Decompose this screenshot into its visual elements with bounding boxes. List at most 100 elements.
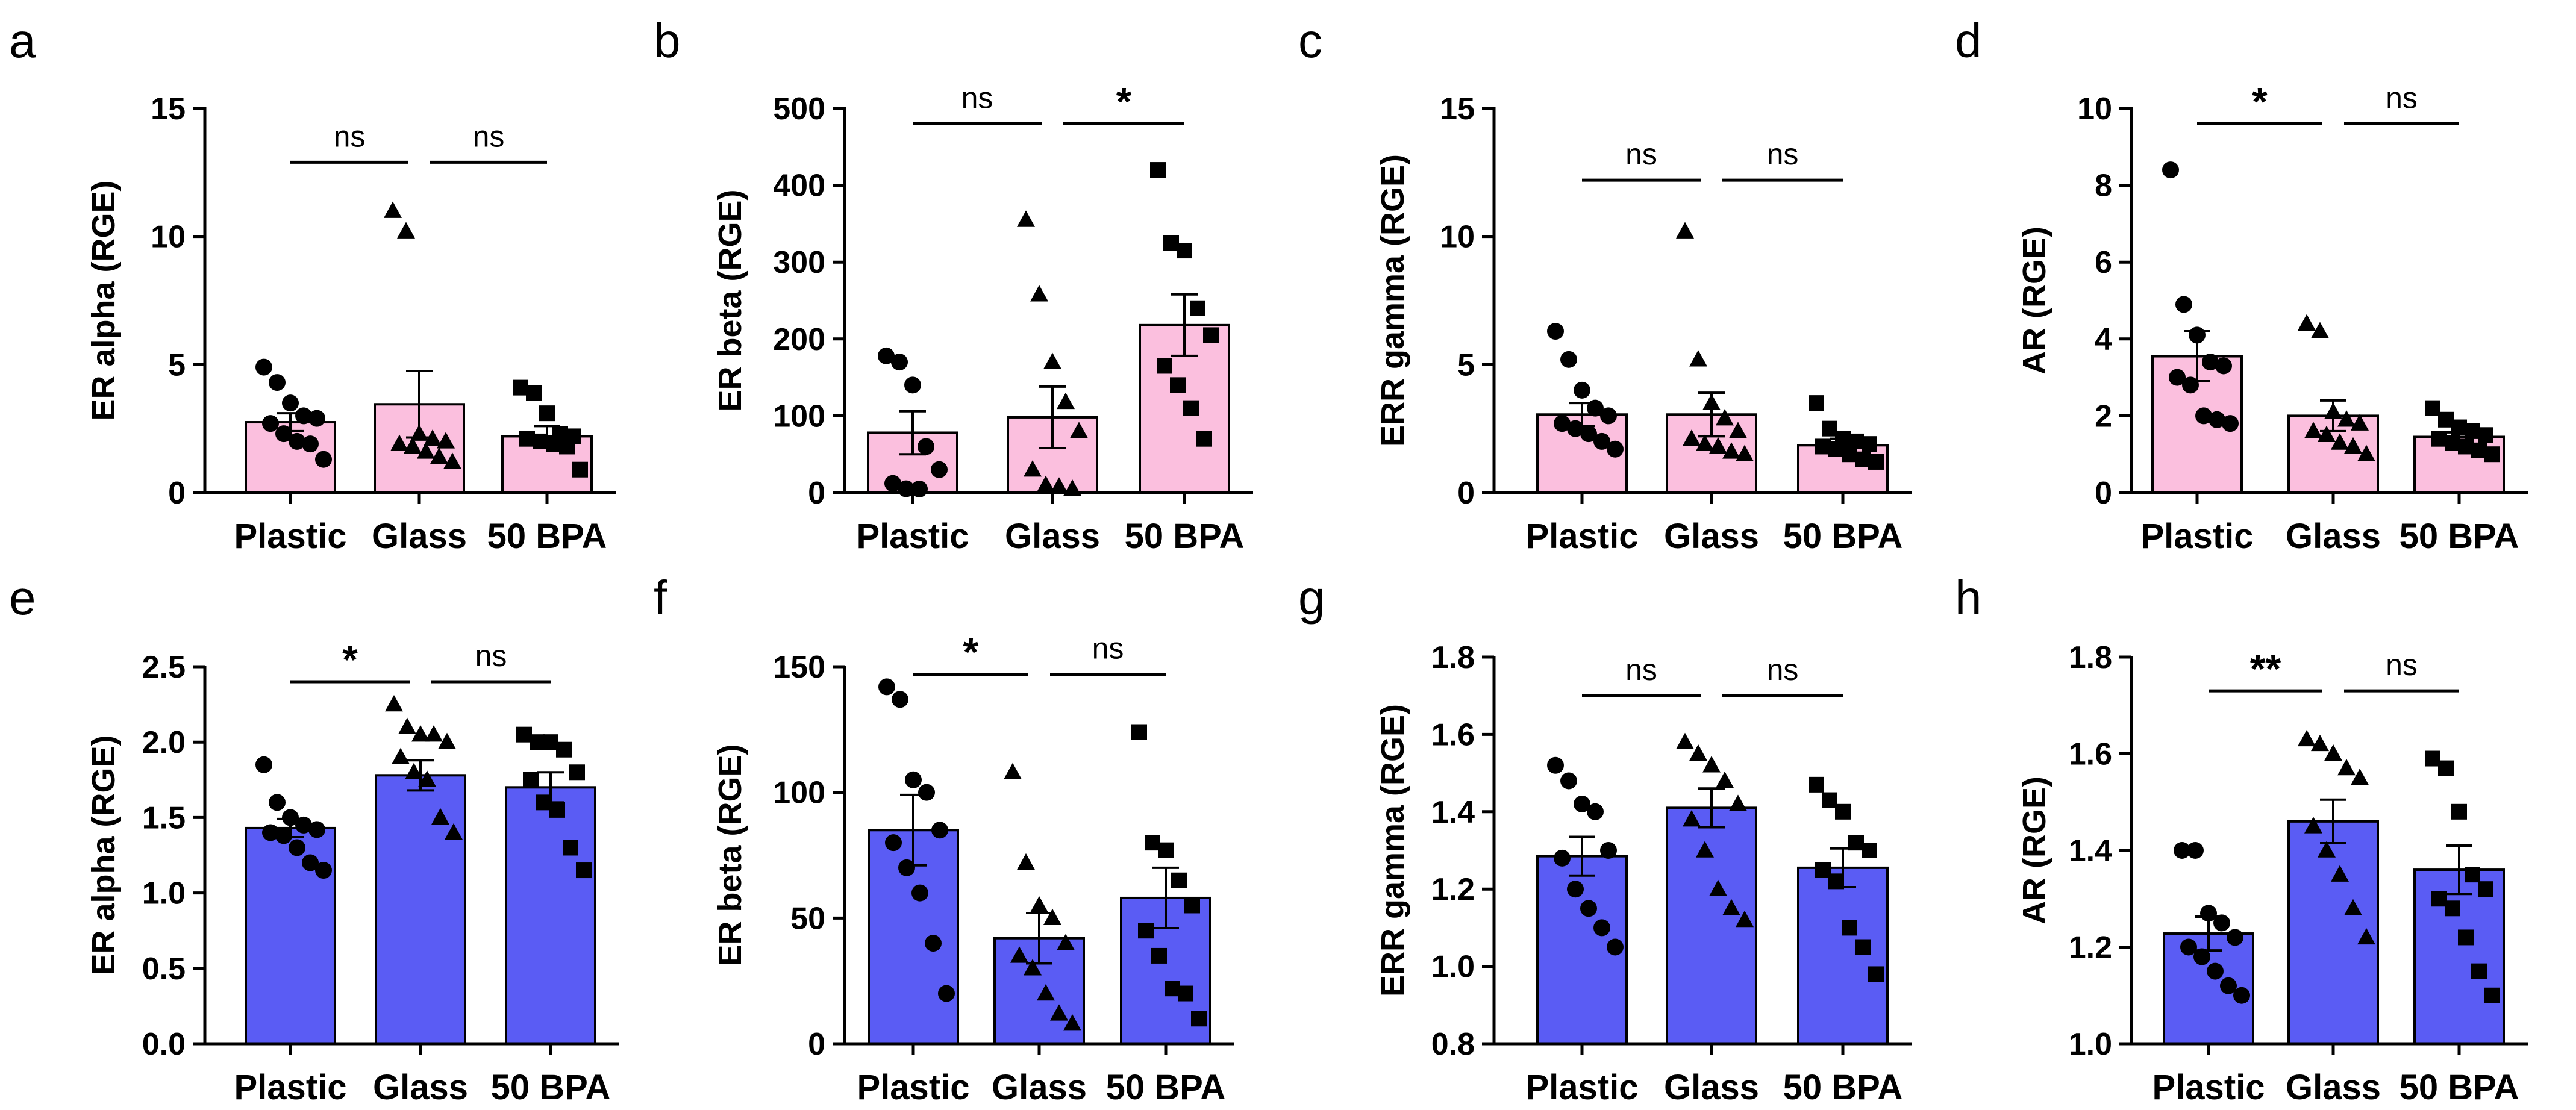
y-tick-label: 400 [773,169,825,204]
data-point [1607,440,1624,458]
data-point [2324,402,2342,419]
data-point [2182,376,2199,394]
data-point [2311,734,2329,752]
y-tick-label: 0 [808,1027,825,1062]
data-point [1131,724,1147,740]
data-point [269,374,286,391]
data-point [556,741,572,758]
data-point [405,762,423,779]
data-point [1842,920,1857,936]
x-tick-label: Glass [1664,1068,1759,1107]
significance-label: * [963,630,979,675]
data-point [1580,900,1597,917]
data-point [2187,842,2204,859]
y-axis-label: ER beta (RGE) [712,189,748,411]
data-point [2451,803,2467,820]
data-point [1862,436,1877,452]
y-tick-label: 2.5 [142,650,186,685]
data-point [543,734,558,750]
data-point [1676,222,1694,239]
significance-label: ns [475,639,507,673]
bar [245,826,336,1045]
y-tick-label: 1.2 [2069,931,2112,965]
data-point [1043,352,1061,369]
y-tick-label: 100 [773,399,825,434]
y-tick-label: 5 [1457,348,1475,382]
x-tick-label: Plastic [857,517,969,556]
data-point [1070,422,1088,438]
data-point [1868,454,1884,470]
panel-letter: c [1298,14,1322,67]
significance-label: * [1116,80,1132,124]
data-point [1709,437,1727,454]
data-point [282,394,299,412]
panel-d: d AR (RGE) Plastic Glass 50 BPA 0 2 4 6 8 10 * ns [1955,14,2528,556]
data-point [2465,867,2480,883]
data-point [898,859,915,876]
bar [2413,868,2505,1045]
panel-a: a ER alpha (RGE) Plastic Glass 50 BPA 0 5 10 15 n… [9,14,616,556]
data-point [295,407,312,425]
data-point [2431,431,2447,447]
data-point [282,809,299,826]
data-point [410,424,428,441]
data-point [1587,803,1604,820]
data-point [1702,756,1721,773]
data-point [315,862,332,879]
data-point [513,379,528,396]
data-point [2458,438,2474,455]
data-point [1560,772,1577,790]
data-point [1024,460,1042,477]
data-point [1554,849,1571,867]
y-tick-label: 1.0 [2069,1027,2112,1062]
data-point [2357,444,2375,461]
data-point [2298,314,2316,331]
data-point [289,839,305,856]
y-tick-label: 0 [808,476,825,511]
data-point [437,432,455,449]
data-point [1554,415,1571,432]
data-point [2304,422,2322,438]
data-point [390,434,408,451]
data-point [1157,358,1172,374]
data-point [1822,420,1837,437]
bar [2287,820,2379,1045]
data-point [2311,322,2329,338]
significance-label: ** [2250,646,2281,691]
data-point [262,415,279,432]
data-point [1057,934,1075,950]
y-axis-label: ERR gamma (RGE) [1375,154,1411,447]
data-point [1547,323,1564,340]
data-point [262,824,279,841]
data-point [2174,842,2190,859]
significance-label: * [342,637,358,682]
x-tick-label: Glass [373,1068,468,1107]
data-point [559,438,575,455]
x-tick-label: Glass [1005,517,1100,556]
data-point [2227,929,2243,946]
panel-letter: b [654,14,681,67]
panel-letter: a [9,14,36,67]
data-point [2351,769,2369,785]
data-point [1050,1004,1068,1021]
data-point [302,854,319,871]
data-point [2331,433,2349,450]
x-tick-label: 50 BPA [487,517,607,556]
y-axis-label: ERR gamma (RGE) [1375,704,1411,997]
data-point [2189,326,2206,344]
data-point [1689,350,1707,367]
y-tick-label: 1.4 [2069,834,2112,868]
significance-label: * [2252,80,2268,124]
significance-label: ns [334,119,366,153]
y-tick-label: 0 [2095,476,2112,511]
y-axis-label: AR (RGE) [2016,776,2052,924]
significance-label: ns [1625,137,1657,171]
y-tick-label: 1.8 [2069,640,2112,675]
x-tick-label: Plastic [234,1068,347,1107]
data-point [2357,928,2375,945]
data-point [2233,987,2250,1004]
significance-label: ns [2386,648,2418,682]
data-point [445,823,463,840]
data-point [1683,810,1701,827]
